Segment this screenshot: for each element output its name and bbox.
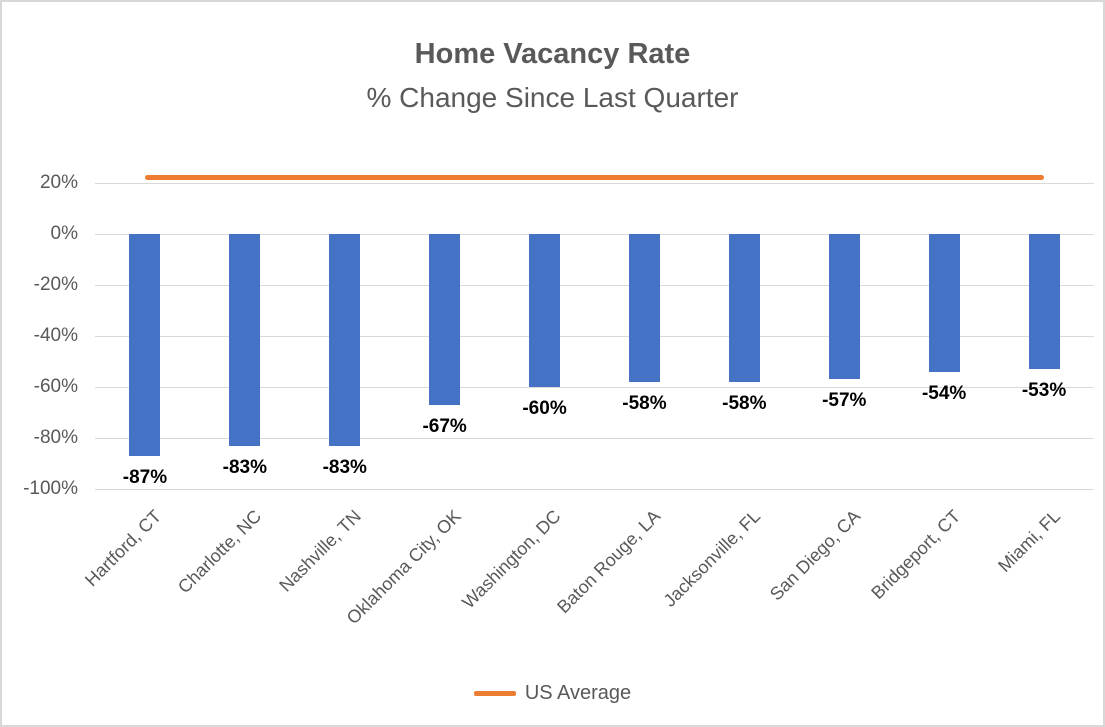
bar-baton-rouge-la <box>628 234 660 382</box>
y-axis-tick-label: -100% <box>23 478 78 499</box>
bar-data-label: -57% <box>822 390 867 412</box>
y-axis-tick-label: -60% <box>33 376 78 397</box>
bar-san-diego-ca <box>828 234 860 380</box>
gridline <box>95 335 1094 337</box>
category-label: Hartford, CT <box>80 506 166 591</box>
bar-data-label: -60% <box>522 398 567 419</box>
us-average-line <box>144 175 1045 181</box>
gridline <box>95 182 1094 184</box>
bar-charlotte-nc <box>229 234 261 446</box>
bar-data-label: -87% <box>122 466 168 488</box>
bar-data-label: -58% <box>622 392 667 414</box>
legend: US Average <box>2 682 1103 705</box>
bar-bridgeport-ct <box>928 234 960 372</box>
gridline <box>95 437 1094 439</box>
category-label: Miami, FL <box>994 506 1065 577</box>
us-average-line-swatch-icon <box>473 691 516 696</box>
y-axis-tick-label: -80% <box>33 427 78 448</box>
bar-miami-fl <box>1028 234 1060 370</box>
y-axis-tick-label: -20% <box>33 274 78 295</box>
category-label: Charlotte, NC <box>173 506 266 598</box>
category-label: Nashville, TN <box>275 506 365 596</box>
category-label: Jacksonville, FL <box>659 506 765 611</box>
bar-nashville-tn <box>329 234 361 446</box>
bar-data-label: -54% <box>921 382 967 404</box>
bar-oklahoma-city-ok <box>429 234 461 405</box>
bar-jacksonville-fl <box>728 234 760 382</box>
gridline <box>95 386 1094 388</box>
gridline <box>95 488 1094 490</box>
category-label: Baton Rouge, LA <box>553 506 665 618</box>
y-axis-tick-label: 0% <box>50 223 78 244</box>
bar-data-label: -58% <box>722 392 767 414</box>
category-label: San Diego, CA <box>766 506 865 605</box>
chart-subtitle: % Change Since Last Quarter <box>366 82 739 113</box>
category-label: Oklahoma City, OK <box>342 506 465 629</box>
gridline <box>95 233 1094 235</box>
legend-label-us-average: US Average <box>524 682 632 704</box>
y-axis-tick-label: -40% <box>33 325 78 346</box>
bar-data-label: -83% <box>222 456 268 478</box>
gridline <box>95 284 1094 286</box>
category-label: Bridgeport, CT <box>867 506 965 603</box>
bar-data-label: -67% <box>422 415 467 437</box>
bar-washington-dc <box>529 234 561 387</box>
bar-hartford-ct <box>129 234 161 456</box>
bar-data-label: -83% <box>322 456 367 478</box>
y-axis-tick-label: 20% <box>39 172 78 193</box>
bar-data-label: -53% <box>1021 380 1067 402</box>
chart-title: Home Vacancy Rate <box>414 38 691 70</box>
category-label: Washington, DC <box>458 506 565 613</box>
